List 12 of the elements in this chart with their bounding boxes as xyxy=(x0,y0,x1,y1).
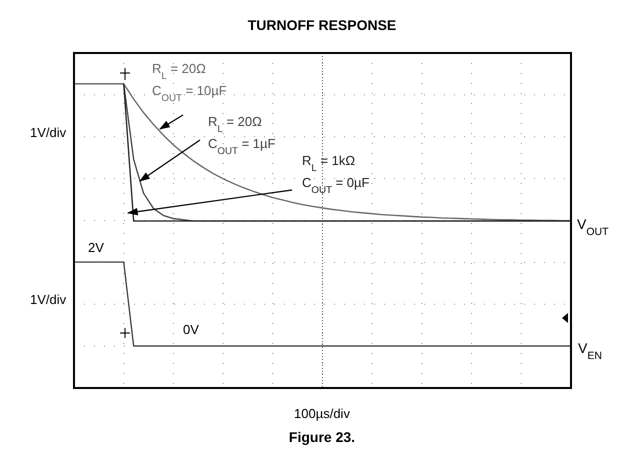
caption: Figure 23. xyxy=(288,429,356,445)
series-label: R$_{L}$ = 20Ω C$_{OUT}$ = 10µF xyxy=(152,61,227,104)
text: V$_{EN}$ xyxy=(578,340,602,362)
y-axis-title: 1V/div xyxy=(30,125,67,140)
annotation: 2V xyxy=(88,240,104,255)
text: 1V/div xyxy=(30,292,67,307)
text: V$_{OUT}$ xyxy=(577,216,610,238)
series-label: R$_{L}$ = 1kΩ C$_{OUT}$ = 0µF xyxy=(302,153,370,196)
annotation: 0V xyxy=(183,322,200,337)
text: R$_{L}$ = 20Ω C$_{OUT}$ = 1µF xyxy=(208,114,276,156)
chart-title: TURNOFF RESPONSE xyxy=(248,17,396,33)
x-axis-title: 100µs/div xyxy=(294,406,350,421)
